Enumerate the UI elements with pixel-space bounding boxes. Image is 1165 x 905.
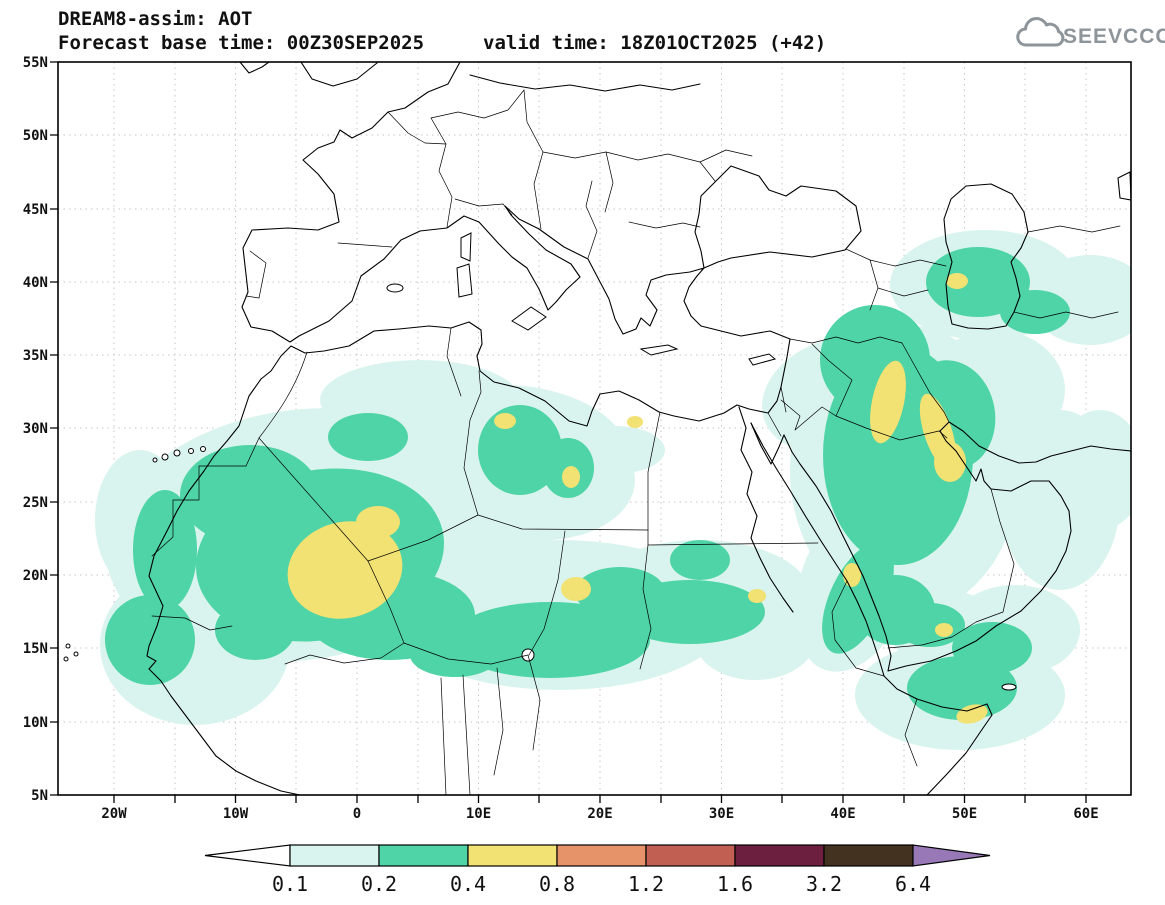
cape-verde-islands [63, 643, 79, 662]
baltic-coastline [469, 74, 701, 92]
caspian-sea-outline [943, 183, 1029, 330]
logo-text: SEEVCCC [1063, 25, 1165, 48]
europe-africa-coastline [146, 62, 862, 795]
lon-label: 60E [1073, 806, 1098, 822]
seevccc-logo: SEEVCCC [1016, 17, 1165, 48]
corsica-island [460, 232, 472, 262]
colorbar-label: 1.6 [717, 872, 753, 896]
colorbar-label: 3.2 [806, 872, 842, 896]
lon-label: 30E [709, 806, 734, 822]
colorbar-segment-0-4 [467, 844, 558, 867]
canary-islands [152, 446, 206, 463]
ireland-coastline [239, 62, 270, 74]
sinai-coastline [750, 422, 785, 465]
socotra-island [1001, 683, 1017, 691]
sicily-island [511, 306, 547, 331]
colorbar-label: 0.1 [272, 872, 308, 896]
lat-label: 40N [23, 275, 48, 291]
bottom-axis-ticks [113, 795, 1087, 803]
crete-island [639, 344, 679, 356]
britain-coastline [300, 62, 378, 87]
cloud-icon [1016, 17, 1065, 47]
lon-label: 20E [587, 806, 612, 822]
colorbar-segment-0-2 [378, 844, 469, 867]
lon-label: 0 [353, 806, 361, 822]
lat-label: 50N [23, 128, 48, 144]
colorbar-label: 6.4 [895, 872, 931, 896]
subtitle-forecast-base: Forecast base time: 00Z30SEP2025 [58, 32, 424, 54]
redsea-west-coastline [750, 422, 993, 795]
colorbar-below-min-arrow [204, 844, 291, 867]
colorbar: 0.1 0.2 0.4 0.8 1.2 1.6 3.2 6.4 [204, 844, 991, 896]
colorbar-segment-1-2 [645, 844, 736, 867]
nile-river [738, 406, 794, 613]
coastlines [63, 62, 1131, 795]
country-borders [151, 89, 1121, 795]
lon-label: 10E [466, 806, 491, 822]
map-area [58, 62, 1131, 795]
lat-label: 55N [23, 55, 48, 71]
latitude-axis: 55N 50N 45N 40N 35N 30N 25N 20N 15N 10N … [23, 55, 48, 804]
colorbar-above-max-arrow [912, 844, 991, 867]
aot-band-0-4-regions [287, 273, 988, 724]
aral-corner [1117, 171, 1131, 201]
lat-label: 45N [23, 202, 48, 218]
lon-label: 10W [223, 806, 249, 822]
colorbar-label: 0.8 [539, 872, 575, 896]
colorbar-label: 0.2 [361, 872, 397, 896]
colorbar-label: 1.2 [628, 872, 664, 896]
lon-label: 50E [952, 806, 977, 822]
sardinia-island [456, 263, 473, 298]
lat-label: 10N [23, 715, 48, 731]
subtitle-valid-time: valid time: 18Z01OCT2025 (+42) [483, 32, 826, 54]
colorbar-segment-0-8 [556, 844, 647, 867]
cyprus-island [748, 353, 777, 366]
lat-label: 35N [23, 348, 48, 364]
left-axis-ticks [50, 61, 58, 796]
colorbar-segment-3-2 [823, 844, 914, 867]
lat-label: 15N [23, 641, 48, 657]
lat-label: 25N [23, 495, 48, 511]
lon-label: 40E [830, 806, 855, 822]
colorbar-segment-0-1 [289, 844, 380, 867]
mallorca-island [386, 283, 404, 293]
lon-label: 20W [101, 806, 127, 822]
lat-label: 30N [23, 421, 48, 437]
colorbar-segment-1-6 [734, 844, 825, 867]
lat-label: 5N [31, 788, 48, 804]
model-title: DREAM8-assim: AOT [58, 8, 252, 30]
longitude-axis: 20W 10W 0 10E 20E 30E 40E 50E 60E [101, 806, 1098, 822]
colorbar-label: 0.4 [450, 872, 486, 896]
lat-label: 20N [23, 568, 48, 584]
arabia-coastline [783, 421, 1131, 672]
